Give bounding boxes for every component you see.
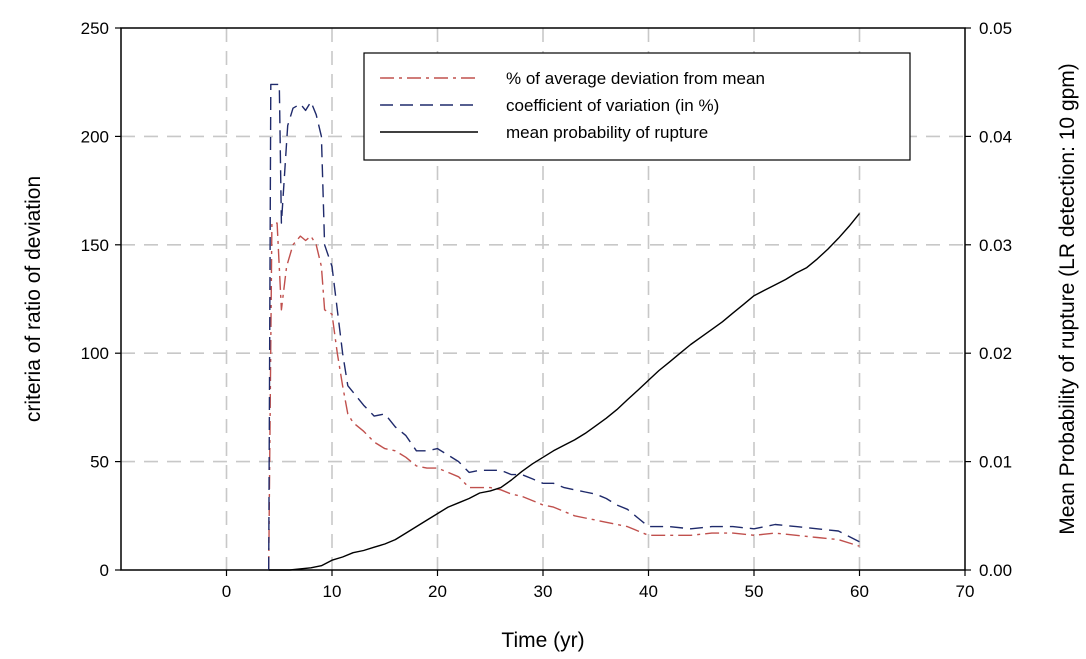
- x-tick-label: 20: [428, 582, 447, 601]
- x-tick-label: 0: [222, 582, 231, 601]
- y-left-tick-label: 100: [81, 344, 109, 363]
- x-tick-label: 40: [639, 582, 658, 601]
- legend-label-avg-deviation: % of average deviation from mean: [506, 69, 765, 88]
- y-right-tick-label: 0.02: [979, 344, 1012, 363]
- y-right-tick-label: 0.00: [979, 561, 1012, 580]
- legend-label-coef-variation: coefficient of variation (in %): [506, 96, 719, 115]
- y-axis-left-title: criteria of ratio of deviation: [22, 176, 45, 422]
- x-axis-title: Time (yr): [501, 629, 584, 652]
- x-tick-label: 60: [850, 582, 869, 601]
- y-right-tick-label: 0.03: [979, 236, 1012, 255]
- axis-ticks: 0 10 20 30 40 50 60 70 0 50 100 150 200 250 0.00 0.01 0.…: [81, 19, 1012, 601]
- series-coef-variation-line: [268, 83, 860, 571]
- y-left-tick-label: 250: [81, 19, 109, 38]
- y-right-tick-label: 0.04: [979, 127, 1012, 146]
- legend-box: [363, 52, 911, 161]
- legend: % of average deviation from mean coeffic…: [363, 52, 911, 161]
- y-left-tick-label: 200: [81, 127, 109, 146]
- y-left-tick-label: 50: [90, 453, 109, 472]
- series-layer: [268, 83, 861, 571]
- x-tick-label: 30: [534, 582, 553, 601]
- x-tick-label: 70: [956, 582, 975, 601]
- y-right-tick-label: 0.01: [979, 453, 1012, 472]
- y-left-tick-label: 0: [100, 561, 109, 580]
- y-right-tick-label: 0.05: [979, 19, 1012, 38]
- x-tick-label: 10: [323, 582, 342, 601]
- series-avg-deviation-line: [268, 222, 860, 571]
- legend-label-mean-probability: mean probability of rupture: [506, 123, 708, 142]
- series-mean-probability-line: [268, 212, 861, 571]
- y-left-tick-label: 150: [81, 236, 109, 255]
- y-axis-right-title: Mean Probability of rupture (LR detectio…: [1056, 63, 1079, 535]
- x-tick-label: 50: [745, 582, 764, 601]
